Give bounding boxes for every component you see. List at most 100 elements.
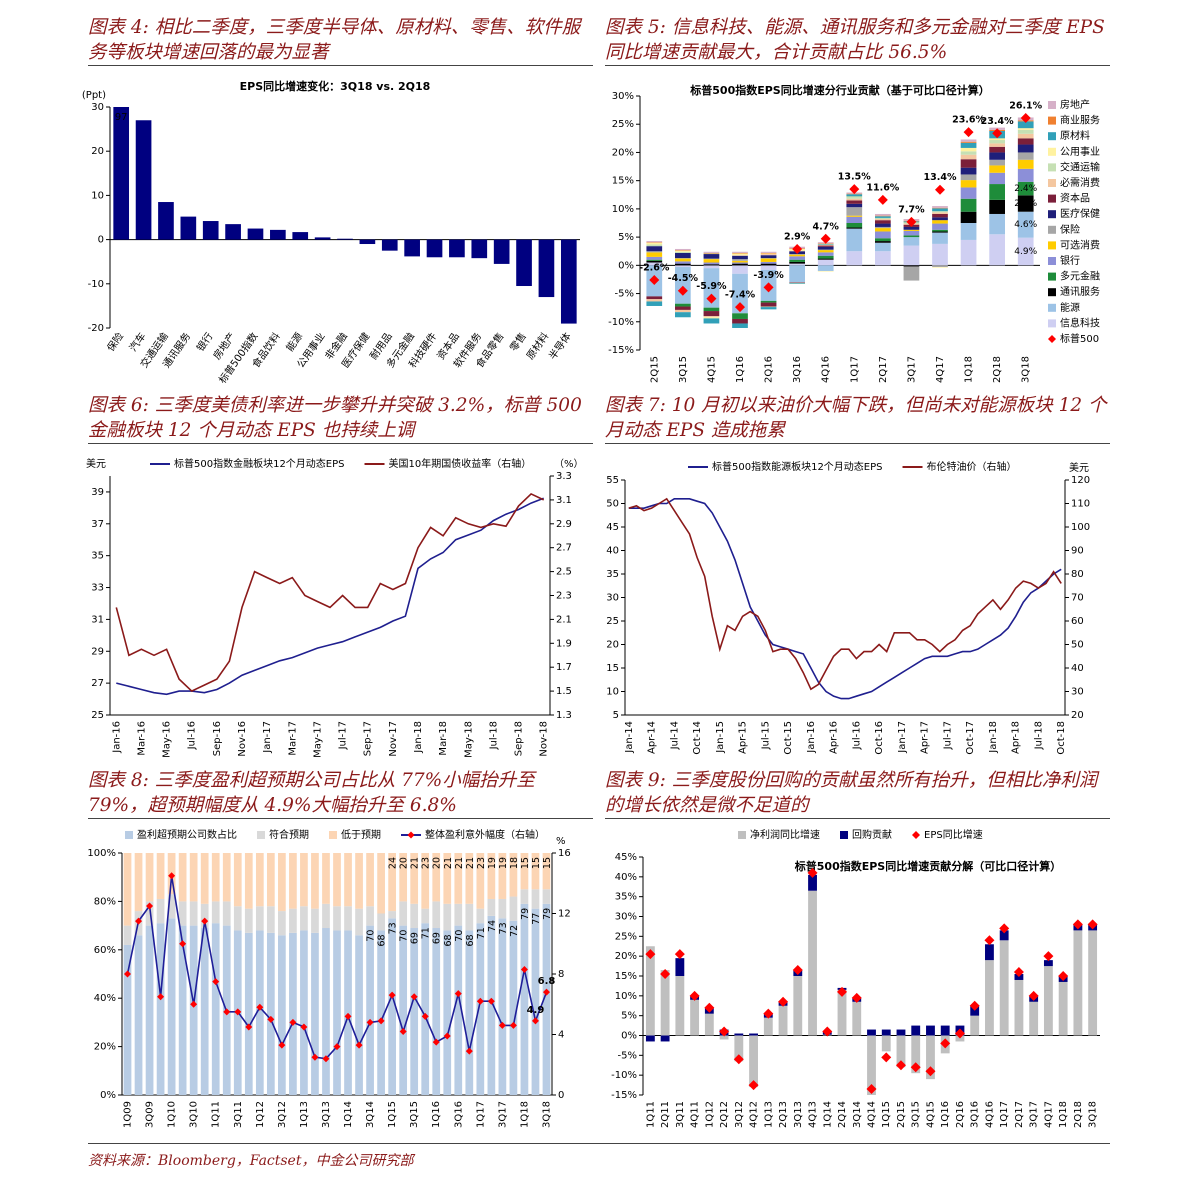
- bar: [960, 167, 977, 175]
- bar: [289, 853, 297, 909]
- bar: [932, 220, 948, 224]
- bar: [646, 256, 663, 260]
- y-tick-label: 80: [1071, 569, 1084, 580]
- y-tick-label: 0%: [621, 1031, 637, 1042]
- x-tick-label: 1Q11: [211, 1101, 222, 1128]
- bar: [875, 231, 891, 239]
- bar: [846, 203, 863, 208]
- legend-label: 商业服务: [1060, 114, 1100, 127]
- y-tick-label: 40: [1071, 663, 1084, 674]
- y-tick-label: -15%: [611, 1090, 637, 1101]
- point: [992, 128, 1003, 139]
- bar: [932, 232, 948, 244]
- bar: [292, 232, 309, 240]
- point: [969, 1000, 980, 1011]
- y-tick-label: 70: [1071, 593, 1084, 604]
- line-marker: [542, 988, 550, 996]
- figure-caption: 图表 9: 三季度股份回购的贡献虽然所有抬升，但相比净利润的增长依然是微不足道的: [605, 768, 1110, 819]
- y-tick-label: 20: [91, 146, 104, 157]
- bar: [355, 935, 363, 1095]
- bar: [732, 323, 748, 328]
- x-tick-label: 2Q14: [837, 1101, 848, 1128]
- line-marker: [146, 902, 154, 910]
- bar-label: 20: [399, 857, 410, 869]
- point: [999, 923, 1010, 934]
- bar: [167, 918, 176, 1095]
- point: [940, 1038, 951, 1049]
- y2-axis-title: %: [556, 836, 566, 847]
- y-tick-label: 35: [606, 569, 619, 580]
- bar: [808, 874, 817, 891]
- x-tick-label: Jul-14: [669, 721, 680, 750]
- bar: [646, 259, 663, 261]
- y-tick-label: 10%: [615, 991, 637, 1002]
- y-axis-title: (Ppt): [82, 90, 106, 101]
- bar: [675, 263, 691, 266]
- bar: [852, 1001, 862, 1036]
- point: [954, 1028, 965, 1039]
- bar: [247, 228, 264, 240]
- x-tick-label: Oct-16: [874, 721, 885, 755]
- x-tick-label: 1Q13: [299, 1101, 310, 1128]
- bar: [454, 853, 463, 904]
- bar: [520, 889, 529, 904]
- y-tick-label: 10: [606, 687, 619, 698]
- bar: [300, 906, 308, 931]
- bar-label: 97: [115, 112, 128, 123]
- point: [935, 184, 945, 195]
- bar: [1017, 237, 1034, 266]
- legend-swatch: [1048, 147, 1056, 156]
- point: [1058, 971, 1069, 981]
- legend-label: 符合预期: [269, 828, 309, 841]
- y-tick-label: 10: [91, 190, 104, 201]
- bar: [487, 898, 496, 916]
- x-tick-label: 4Q12: [749, 1101, 760, 1128]
- bar: [487, 853, 496, 899]
- bar: [498, 898, 507, 919]
- bar: [817, 243, 834, 245]
- legend-label: 标普500: [1060, 332, 1099, 345]
- bar: [542, 853, 551, 890]
- point-label: 4.9: [527, 1005, 545, 1016]
- point-label: 13.5%: [838, 172, 871, 183]
- x-tick-label: May-18: [463, 721, 474, 758]
- bar-label: 15: [542, 857, 553, 869]
- x-tick-label: 4Q16: [984, 1101, 995, 1128]
- bar: [443, 853, 452, 904]
- x-tick-label: Jan-16: [111, 721, 122, 754]
- line-marker: [366, 1018, 374, 1026]
- x-tick-label: Jul-18: [1033, 721, 1044, 750]
- bar: [244, 908, 253, 933]
- bar: [875, 215, 891, 217]
- legend-label: 净利润同比增速: [750, 828, 820, 841]
- bar: [846, 228, 863, 252]
- bar: [846, 200, 863, 204]
- bar: [732, 313, 748, 319]
- x-tick-label: 2Q15: [896, 1101, 907, 1128]
- bar: [875, 242, 891, 252]
- bar: [278, 911, 286, 936]
- y-tick-label: 20%: [94, 1042, 116, 1053]
- bar: [333, 853, 341, 907]
- x-tick-label: 2Q17: [1014, 1101, 1025, 1128]
- x-tick-label: 3Q18: [1021, 356, 1032, 383]
- y-tick-label: 8: [558, 969, 564, 980]
- bar: [875, 216, 891, 218]
- bar: [278, 853, 286, 912]
- bar-label: 79: [542, 908, 553, 920]
- y-tick-label: 5%: [618, 232, 634, 243]
- point: [851, 992, 862, 1003]
- y-tick-label: 2.9: [556, 519, 572, 530]
- bar: [932, 243, 948, 266]
- y-tick-label: 40%: [615, 872, 637, 883]
- bar: [903, 226, 920, 230]
- bar: [760, 261, 777, 264]
- legend-label: 信息科技: [1060, 316, 1100, 329]
- bar: [145, 901, 154, 926]
- bar: [1017, 133, 1034, 139]
- chart: 25 27 29 31 33 35 37 39 1.3 1.5 1.7 1.9 2.1 2.3 2.5 2.7…: [86, 457, 584, 758]
- bar: [560, 239, 577, 324]
- x-tick-label: 3Q18: [1088, 1101, 1099, 1128]
- x-tick-label: 3Q17: [1029, 1101, 1040, 1128]
- point: [925, 1066, 936, 1077]
